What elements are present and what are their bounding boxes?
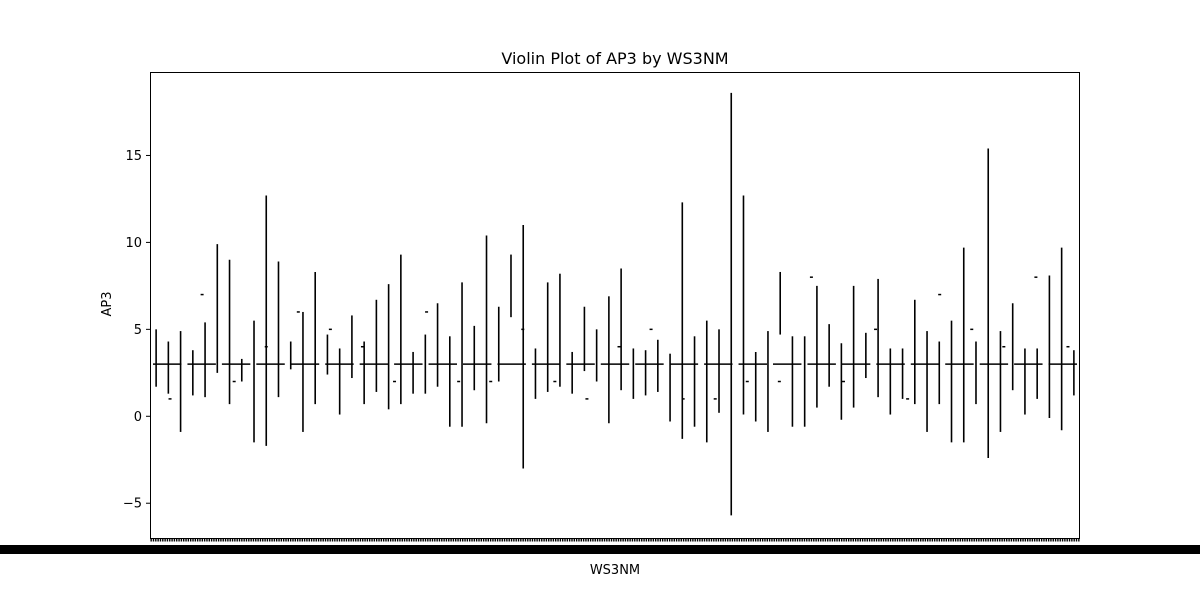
y-axis: −5 0 5 10 15: [123, 149, 150, 512]
y-tick-label: 0: [134, 410, 142, 425]
y-tick-label: 5: [134, 323, 142, 338]
y-axis-label: AP3: [100, 291, 115, 316]
x-axis-label: WS3NM: [590, 563, 640, 578]
y-tick-label: −5: [123, 497, 142, 512]
y-tick-label: 10: [125, 236, 142, 251]
x-axis: [0, 538, 1200, 554]
x-tick-label-band: [0, 545, 1200, 554]
axes-frame: [150, 72, 1080, 539]
y-tick-label: 15: [125, 149, 142, 164]
plot-area: [153, 92, 1077, 516]
chart-title: Violin Plot of AP3 by WS3NM: [501, 49, 728, 68]
